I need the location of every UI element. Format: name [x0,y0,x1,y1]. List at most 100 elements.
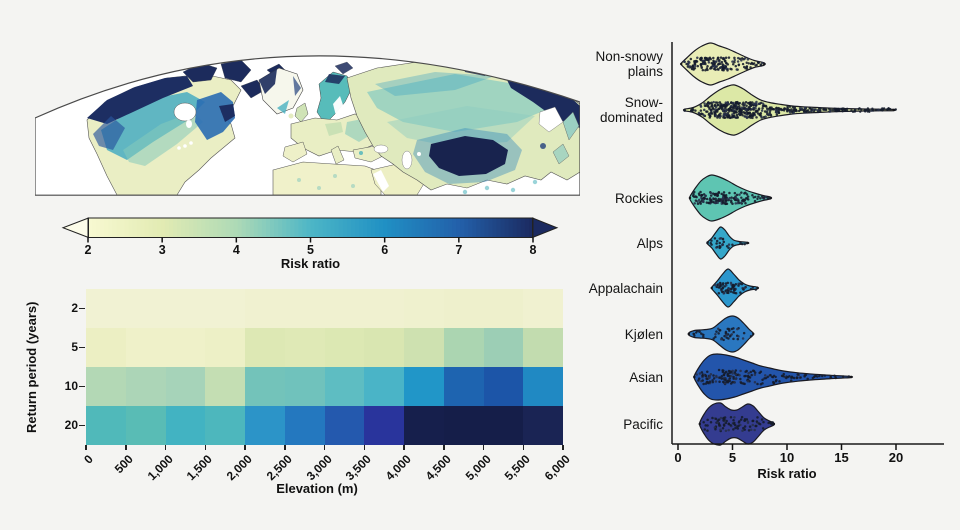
scatter-dot [799,376,802,379]
scatter-dot [719,102,722,106]
heatmap-cell [245,328,285,367]
scatter-dot [718,376,722,379]
colorbar-slice [185,218,190,238]
scatter-dot [888,107,892,111]
colorbar-slice [520,218,526,238]
scatter-dot [722,68,725,72]
scatter-dot [702,333,705,337]
scatter-dot [722,373,726,376]
scatter-dot [693,64,697,68]
violin-asian [693,353,854,401]
colorbar-slice [496,218,502,238]
heatmap-cell [205,367,245,406]
scatter-dot [719,56,723,59]
scatter-dot [816,375,819,378]
scatter-dot [736,327,739,331]
scatter-dot [775,106,778,110]
scatter-dot [769,114,773,117]
scatter-dot [737,421,741,424]
scatter-dot [739,241,742,245]
scatter-dot [702,196,706,200]
map-africa-arabia [272,161,426,196]
scatter-dot [690,67,694,71]
heatmap-row [86,367,563,406]
heatmap-y-tick-label: 5 [71,339,78,354]
colorbar-slice [237,218,243,238]
scatter-dot [709,194,713,197]
colorbar-slice [193,218,198,238]
scatter-dot [819,109,822,113]
map-sky-mask [35,50,580,118]
heatmap-cell [125,367,166,406]
scatter-dot [705,197,709,201]
scatter-dot [741,114,744,117]
scatter-dot [725,284,728,287]
scatter-dot [697,111,701,115]
scatter-dot [717,191,721,195]
heatmap-x-tick [363,445,365,450]
scatter-dot [706,418,709,422]
heatmap-cell [165,289,206,328]
scatter-dot [724,196,727,199]
scatter-dot [762,196,766,199]
scatter-dot [708,102,712,105]
scatter-dot [729,67,732,71]
scatter-dot [734,283,738,286]
scatter-dot [716,67,720,71]
violin-min-cap [680,62,683,66]
scatter-dot [759,370,763,374]
scatter-dot [747,62,750,65]
scatter-dot [762,420,765,424]
scatter-dot [746,195,750,198]
violin-max-cap [892,108,896,112]
scatter-dot [761,107,764,110]
scatter-dot [740,242,744,246]
scatter-dot [743,418,747,421]
scatter-dot [745,115,749,119]
scatter-dot [752,196,755,199]
colorbar-slice [160,218,166,238]
scatter-dot [847,375,851,378]
scatter-dot [841,375,845,378]
scatter-dot [748,114,752,118]
scatter-dot [720,375,724,378]
scatter-dot [760,418,764,421]
scatter-dot [753,373,757,377]
heatmap-x-tick [85,445,87,450]
colorbar-slice [104,218,109,238]
scatter-dot [735,193,739,197]
scatter-dot [746,421,750,425]
scatter-dot [721,243,724,246]
scatter-dot [725,202,729,206]
violin-category-label: Rockies [545,191,663,206]
violin-category-label-line: Non-snowy [595,49,663,64]
heatmap-cell [205,289,245,328]
scatter-dot [710,61,714,65]
map-outline [35,55,580,196]
colorbar-slice [326,218,332,238]
scatter-dot [759,423,762,426]
scatter-dot [740,59,743,62]
scatter-dot [724,56,728,59]
scatter-dot [711,64,715,68]
scatter-dot [712,107,715,111]
scatter-dot [739,291,742,294]
map-asia [346,61,580,195]
colorbar-slice [92,218,97,238]
colorbar-slice [108,218,113,238]
scatter-dot [717,286,720,289]
scatter-dot [714,332,717,336]
colorbar-slice [286,218,291,238]
heatmap-cell [205,328,245,367]
heatmap-cell [364,289,404,328]
colorbar-slice [476,218,482,238]
scatter-dot [742,382,745,385]
colorbar-slice [266,218,271,238]
colorbar-slice [342,218,348,238]
heatmap-cell [364,328,404,367]
scatter-dot [715,242,718,245]
colorbar-slice [221,218,227,238]
scatter-dot [713,103,717,107]
scatter-dot [722,240,726,244]
